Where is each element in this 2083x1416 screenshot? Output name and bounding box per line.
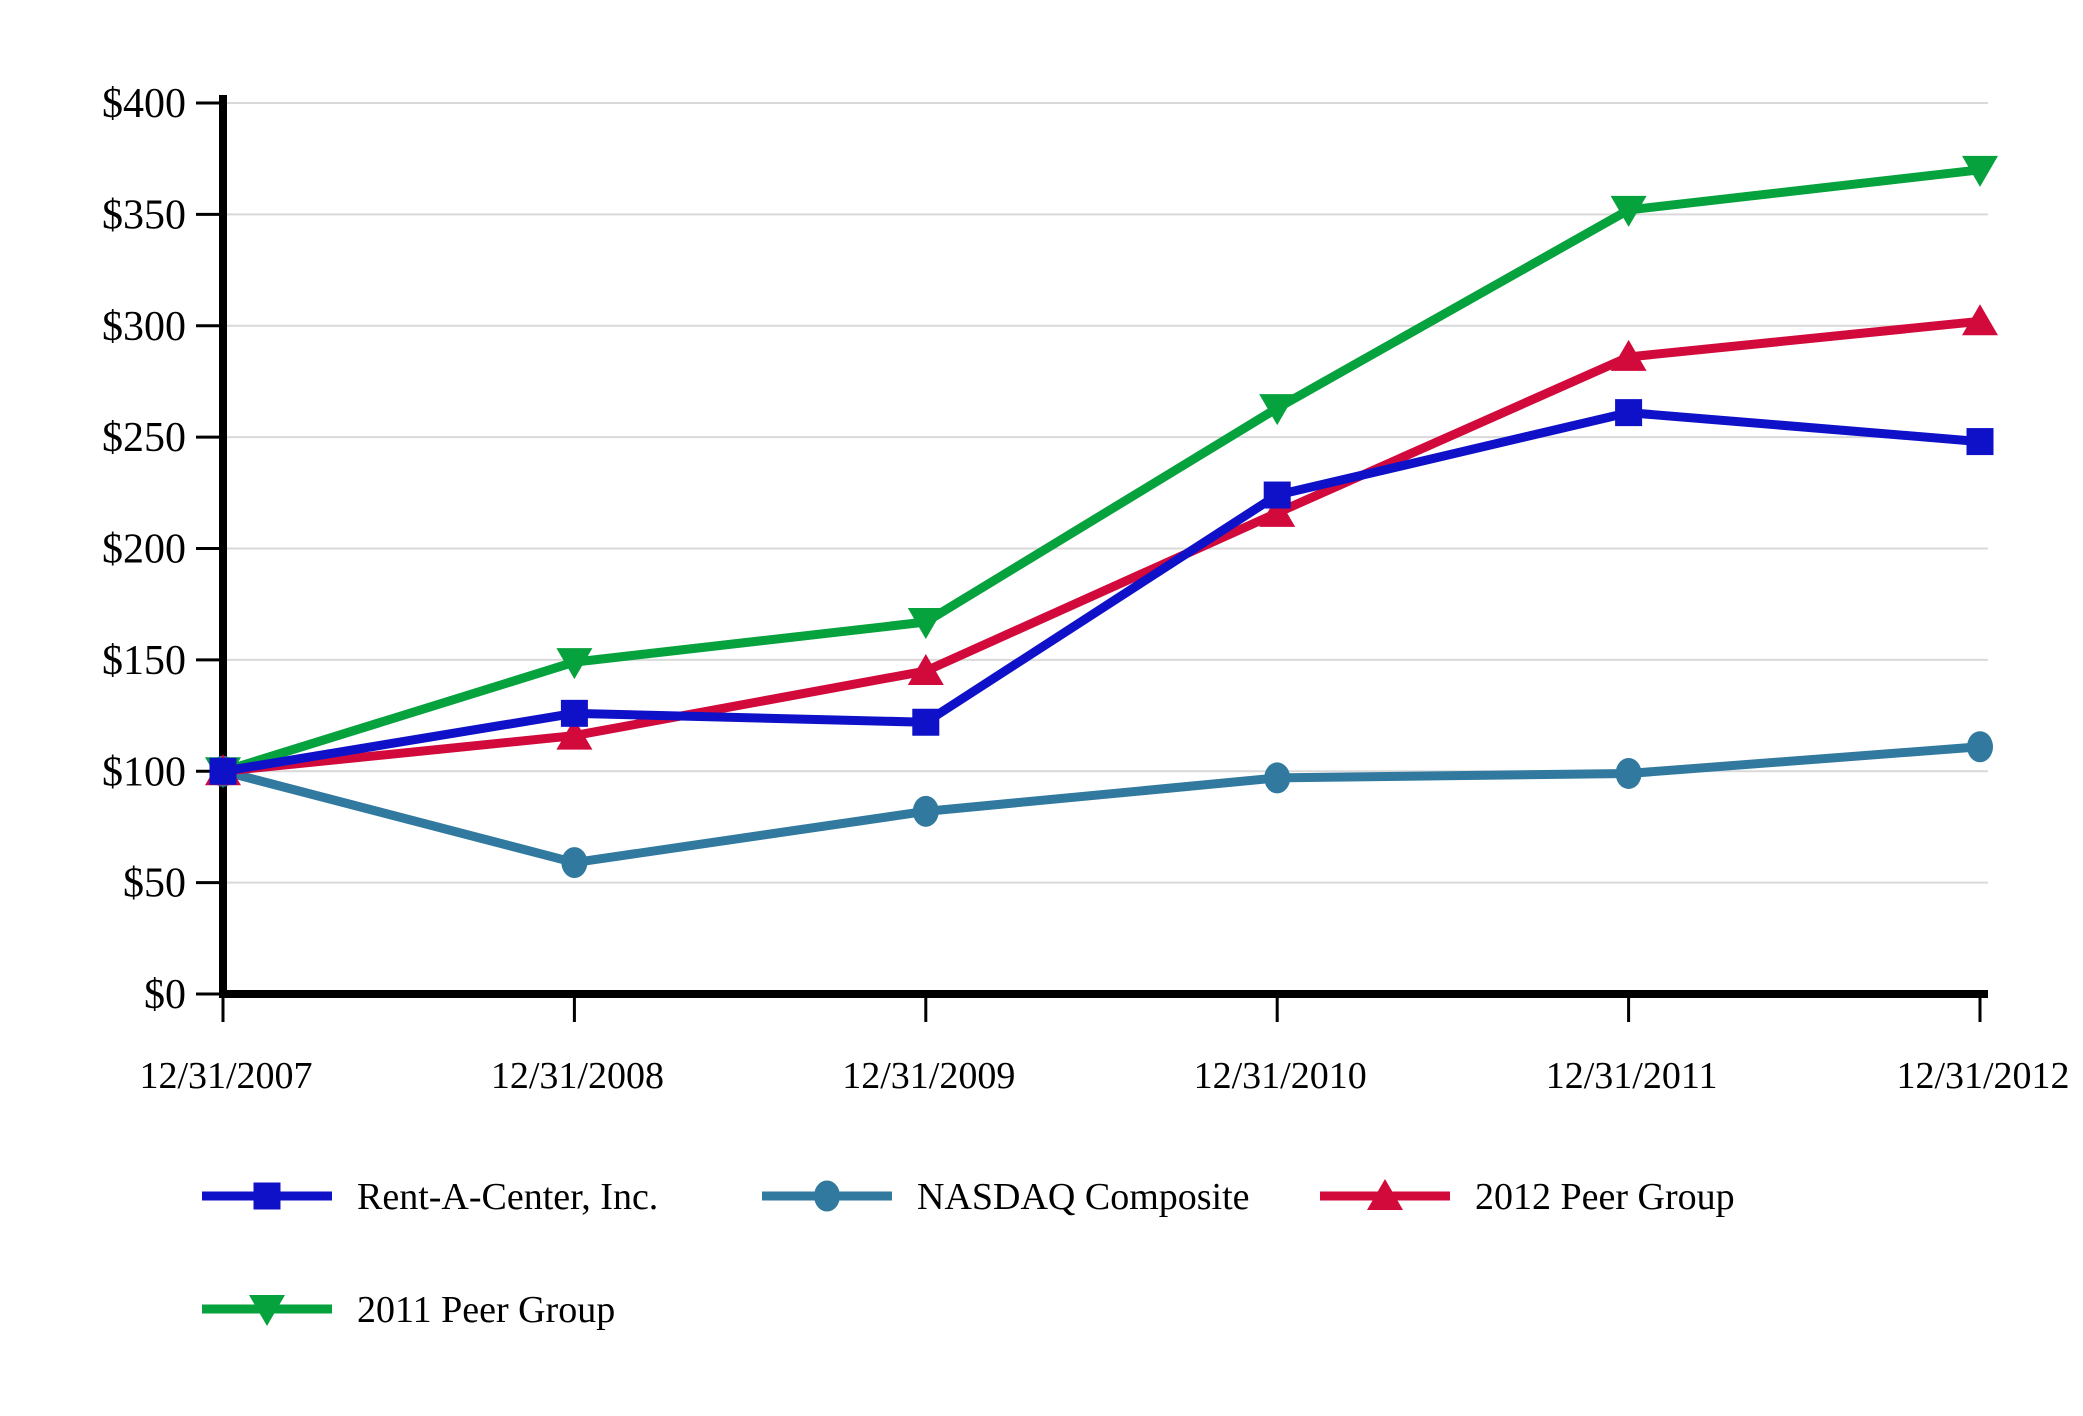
data-point-2011 Peer Group-12/31/2010 [1259, 394, 1296, 426]
x-axis-tick-label: 12/31/2007 [139, 1055, 312, 1097]
y-axis-tick-label: $400 [102, 81, 186, 127]
data-point-2011 Peer Group-12/31/2012 [1962, 155, 1998, 187]
legend-label-2012 Peer Group: 2012 Peer Group [1475, 1176, 1735, 1218]
y-axis-tick-label: $250 [102, 415, 186, 461]
data-point-Rent-A-Center, Inc.-12/31/2007 [209, 757, 237, 785]
data-point-Rent-A-Center, Inc.-12/31/2010 [1263, 481, 1291, 509]
series-line-NASDAQ Composite [221, 742, 1981, 868]
data-point-2012 Peer Group-12/31/2012 [1962, 304, 1998, 336]
y-axis-tick-label: $0 [144, 972, 186, 1018]
y-axis-tick-label: $50 [123, 861, 186, 907]
data-point-2011 Peer Group-12/31/2011 [1610, 195, 1647, 227]
legend-swatch-marker-circle-icon [814, 1180, 840, 1212]
data-point-NASDAQ Composite-12/31/2009 [912, 795, 939, 827]
x-axis-tick-label: 12/31/2010 [1194, 1055, 1367, 1097]
legend-swatch-marker-square-icon [253, 1182, 281, 1210]
data-point-2012 Peer Group-12/31/2011 [1610, 339, 1647, 371]
x-axis-tick-label: 12/31/2011 [1546, 1055, 1718, 1097]
data-point-NASDAQ Composite-12/31/2012 [1967, 731, 1993, 763]
data-point-2012 Peer Group-12/31/2009 [907, 654, 944, 686]
data-point-Rent-A-Center, Inc.-12/31/2011 [1615, 399, 1643, 427]
data-point-2011 Peer Group-12/31/2008 [556, 648, 593, 680]
legend-swatch-marker-triangle-down-icon [249, 1295, 285, 1326]
y-axis-tick-label: $200 [102, 527, 186, 573]
data-point-Rent-A-Center, Inc.-12/31/2008 [560, 699, 588, 727]
data-point-Rent-A-Center, Inc.-12/31/2009 [912, 708, 940, 736]
legend-label-NASDAQ Composite: NASDAQ Composite [917, 1176, 1250, 1218]
y-axis-tick-label: $350 [102, 192, 186, 238]
x-axis-tick-label: 12/31/2009 [842, 1055, 1015, 1097]
x-axis-tick-label: 12/31/2008 [491, 1055, 664, 1097]
y-axis-tick-label: $100 [102, 749, 186, 795]
series-line-2012 Peer Group [222, 316, 1981, 776]
series-line-Rent-A-Center, Inc. [222, 408, 1981, 776]
data-point-NASDAQ Composite-12/31/2010 [1264, 762, 1291, 794]
data-point-2012 Peer Group-12/31/2010 [1259, 495, 1296, 527]
legend-swatch-marker-triangle-up-icon [1367, 1179, 1403, 1210]
x-axis-tick-label: 12/31/2012 [1896, 1055, 2069, 1097]
data-point-2012 Peer Group-12/31/2008 [556, 718, 593, 750]
legend-label-2011 Peer Group: 2011 Peer Group [357, 1289, 615, 1331]
data-point-NASDAQ Composite-12/31/2008 [561, 847, 588, 879]
data-point-Rent-A-Center, Inc.-12/31/2012 [1966, 428, 1994, 456]
y-axis-tick-label: $150 [102, 638, 186, 684]
legend-label-Rent-A-Center, Inc.: Rent-A-Center, Inc. [357, 1176, 658, 1218]
y-axis-tick-label: $300 [102, 304, 186, 350]
data-point-NASDAQ Composite-12/31/2011 [1615, 757, 1642, 789]
series-line-2011 Peer Group [221, 165, 1981, 776]
data-point-2011 Peer Group-12/31/2009 [907, 608, 944, 640]
